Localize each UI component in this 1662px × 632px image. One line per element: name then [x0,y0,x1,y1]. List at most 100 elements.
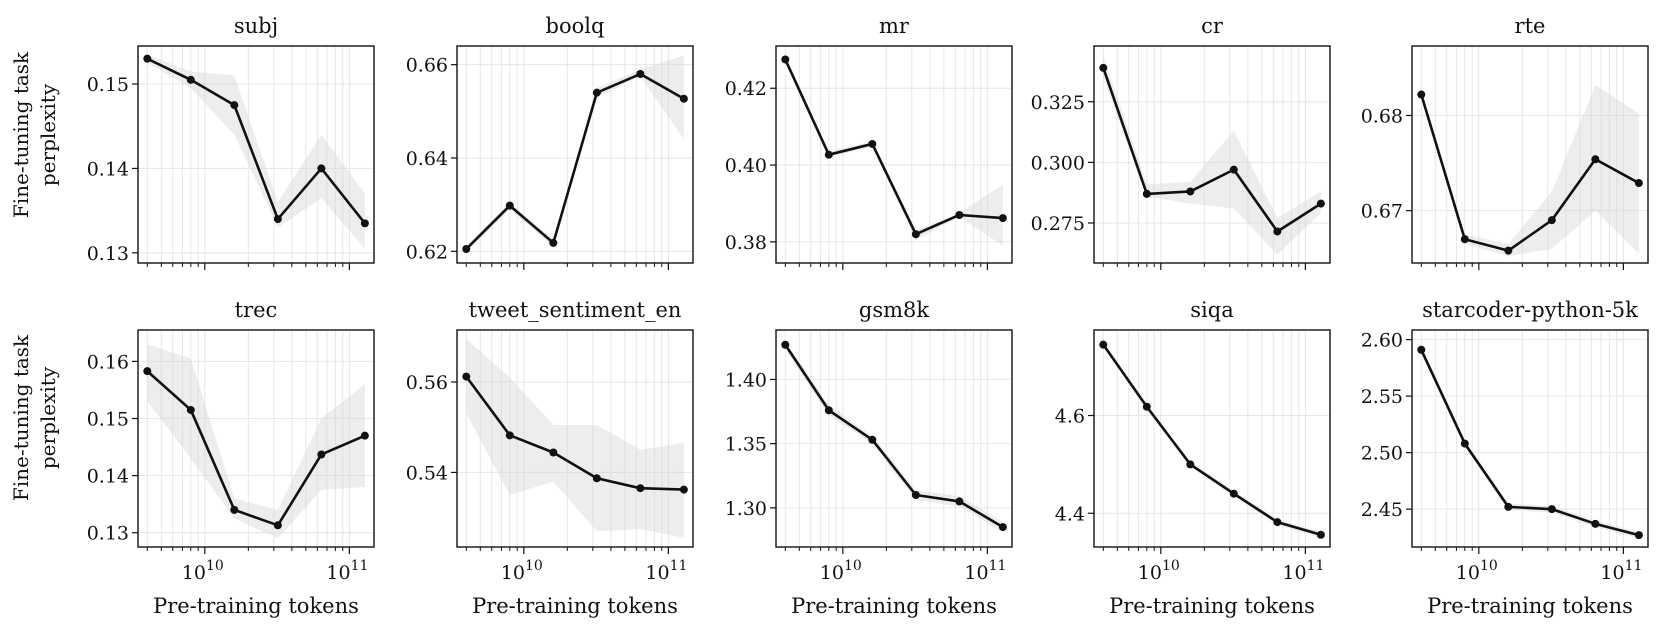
data-point [360,219,369,228]
data-point [505,431,514,440]
data-point [1229,489,1238,498]
y-tick-label: 0.16 [87,351,129,373]
axes-frame [137,45,375,264]
data-point [549,448,558,457]
y-tick-label: 4.6 [1055,406,1085,428]
y-tick-label: 0.64 [406,148,448,170]
data-point [592,88,601,97]
data-point [1634,531,1643,540]
y-tick-label: 0.62 [406,241,448,263]
data-point [1460,439,1469,448]
axes-frame [137,329,375,548]
confidence-band [1103,55,1321,255]
confidence-band [147,54,365,249]
y-tick-label: 1.30 [725,498,767,520]
data-point [781,55,790,64]
panel-title: cr [1201,14,1224,38]
data-point [1186,460,1195,469]
y-tick-label: 0.40 [725,155,767,177]
panel-trec: 0.13 0.14 0.15 0.16 1010 1011 trec Pre-training… [87,298,375,618]
data-point [679,485,688,494]
data-point [230,101,239,110]
data-point [998,214,1007,223]
panel-title: starcoder-python-5k [1422,298,1638,322]
x-axis-label: Pre-training tokens [791,594,997,618]
data-point [868,139,877,148]
ylabel-row-2-line-1: Fine-tuning task [9,334,33,501]
data-point [505,201,514,210]
data-point [1460,235,1469,244]
x-tick-label: 1011 [326,558,368,584]
panel-starcoder-python-5k: 2.45 2.50 2.55 2.60 1010 1011 starcoder-python… [1361,298,1649,618]
confidence-band [1103,342,1321,538]
y-tick-label: 2.45 [1361,499,1403,521]
axes-frame [775,329,1013,548]
x-tick-label: 1010 [501,558,543,584]
data-point [955,497,964,506]
ylabel-row-1: Fine-tuning task perplexity [9,51,60,218]
confidence-band [785,57,1003,246]
confidence-band [1421,85,1639,257]
data-point [998,523,1007,532]
confidence-band [1421,346,1639,539]
y-tick-label: 2.60 [1361,330,1403,352]
panel-title: trec [235,298,278,322]
x-axis-label: Pre-training tokens [1427,594,1633,618]
data-point [1591,155,1600,164]
panel-tweet-sentiment-en: 0.54 0.56 1010 1011 tweet_sentiment_en Pre-tr… [406,298,694,618]
panel-title: tweet_sentiment_en [469,298,682,322]
x-tick-label: 1010 [1456,558,1498,584]
ylabel-row-1-line-2: perplexity [36,83,60,186]
y-tick-label: 0.15 [87,74,129,96]
y-tick-label: 1.40 [725,369,767,391]
series-line [1102,343,1322,537]
series-line [146,370,366,527]
ylabel-row-2: Fine-tuning task perplexity [9,334,60,501]
data-point [911,230,920,239]
axes-frame [1093,45,1331,264]
data-point [1273,518,1282,527]
data-point [679,94,688,103]
axes-frame [1411,329,1649,548]
data-point [317,450,326,459]
data-point [1142,402,1151,411]
x-axis-label: Pre-training tokens [153,594,359,618]
data-point [1099,340,1108,349]
data-point [636,484,645,493]
data-point [273,215,282,224]
x-tick-label: 1010 [820,558,862,584]
series-line [784,58,1003,236]
axes-frame [456,329,694,548]
panel-title: gsm8k [859,298,929,322]
panel-rte: 0.67 0.68 rte [1361,14,1649,270]
data-point [143,367,152,376]
panel-siqa: 4.4 4.6 1010 1011 siqa Pre-training tokens [1055,298,1331,618]
data-point [462,245,471,253]
y-tick-label: 2.55 [1361,386,1403,408]
y-tick-label: 0.15 [87,409,129,431]
confidence-band [466,339,684,538]
x-axis-label: Pre-training tokens [472,594,678,618]
data-point [781,340,790,349]
x-tick-label: 1011 [645,558,687,584]
data-point [1504,502,1513,511]
data-point [1142,189,1151,198]
confidence-band [147,344,365,539]
data-point [1316,199,1325,208]
data-point [1316,530,1325,539]
axes-frame [456,45,694,264]
data-point [911,490,920,499]
y-tick-label: 0.275 [1031,213,1085,235]
panels: 0.13 0.14 0.15 subj 0.62 0.64 0.66 boolq 0.38 0.4… [87,14,1649,618]
series-line [1420,349,1640,537]
y-tick-label: 0.13 [87,243,129,265]
x-tick-label: 1011 [1282,558,1324,584]
y-tick-label: 0.14 [87,158,129,180]
data-point [1547,505,1556,514]
data-point [360,431,369,440]
data-point [955,210,964,219]
data-point [868,435,877,444]
data-point [1273,227,1282,236]
confidence-band [785,340,1003,533]
